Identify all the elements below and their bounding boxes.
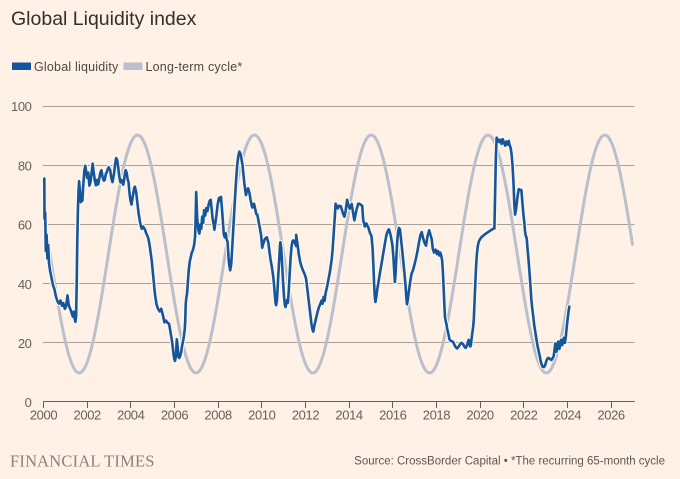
svg-text:2020: 2020 (466, 408, 493, 423)
svg-text:40: 40 (18, 277, 32, 292)
svg-text:Source: CrossBorder Capital •: Source: CrossBorder Capital • *The recur… (354, 456, 665, 468)
svg-text:2022: 2022 (510, 408, 537, 423)
svg-text:2026: 2026 (597, 408, 624, 423)
svg-text:2006: 2006 (161, 408, 188, 423)
svg-text:2002: 2002 (74, 408, 101, 423)
svg-text:2004: 2004 (117, 408, 144, 423)
svg-text:FINANCIAL TIMES: FINANCIAL TIMES (10, 452, 155, 471)
svg-text:2018: 2018 (423, 408, 450, 423)
svg-text:Long-term cycle*: Long-term cycle* (146, 60, 243, 74)
svg-text:Global liquidity: Global liquidity (34, 60, 119, 74)
svg-text:2016: 2016 (379, 408, 406, 423)
svg-text:2010: 2010 (248, 408, 275, 423)
svg-text:0: 0 (25, 395, 32, 410)
svg-text:20: 20 (18, 336, 32, 351)
svg-text:2014: 2014 (335, 408, 362, 423)
svg-text:Global Liquidity index: Global Liquidity index (11, 8, 197, 30)
svg-text:100: 100 (11, 99, 32, 114)
svg-text:2012: 2012 (292, 408, 319, 423)
svg-text:2000: 2000 (30, 408, 57, 423)
svg-text:2024: 2024 (554, 408, 581, 423)
svg-text:80: 80 (18, 158, 32, 173)
svg-text:2008: 2008 (204, 408, 231, 423)
svg-text:60: 60 (18, 218, 32, 233)
